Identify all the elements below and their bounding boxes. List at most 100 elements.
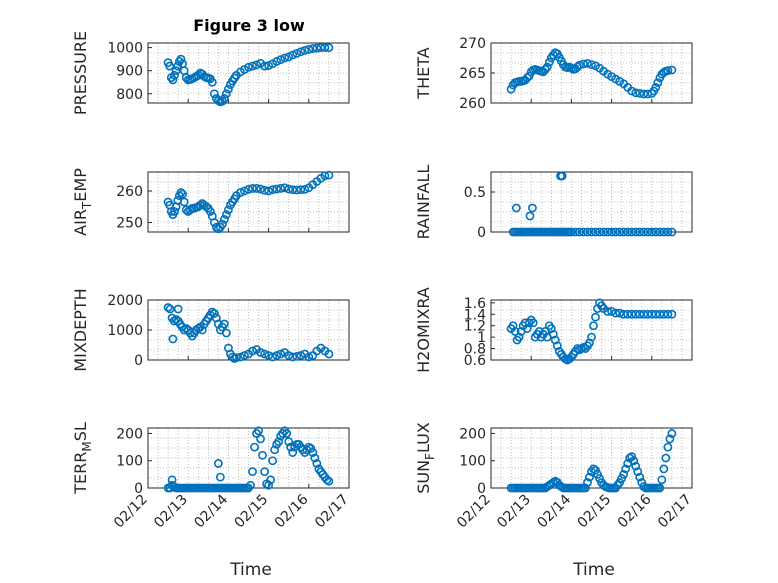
- data-point: [207, 307, 217, 317]
- data-point: [163, 303, 173, 312]
- y-tick-label: 260: [116, 184, 143, 200]
- data-point: [248, 467, 257, 477]
- x-tick-label: 02/17: [655, 492, 695, 532]
- y-tick-label: 800: [116, 87, 143, 103]
- data-point: [607, 307, 616, 316]
- y-axis-label-air-temp: AIRTEMP: [71, 168, 94, 236]
- data-point: [635, 309, 645, 319]
- data-point: [264, 186, 273, 196]
- data-point: [258, 450, 267, 460]
- data-point: [639, 227, 649, 237]
- data-point: [579, 227, 588, 237]
- x-tick-label: 02/13: [494, 492, 534, 532]
- data-point: [292, 351, 302, 361]
- y-label-main: SUN: [414, 460, 433, 494]
- data-point: [181, 205, 191, 215]
- data-point: [288, 50, 298, 60]
- data-point: [663, 227, 673, 237]
- data-point: [284, 184, 294, 194]
- data-point: [170, 207, 179, 216]
- data-point: [300, 184, 310, 194]
- points-pressure: [163, 43, 334, 107]
- data-point: [663, 66, 673, 75]
- x-axis-label-right: Time: [572, 560, 615, 580]
- data-point: [280, 53, 290, 63]
- data-point: [320, 171, 330, 181]
- data-point: [171, 66, 181, 76]
- data-point: [167, 475, 177, 485]
- data-point: [324, 170, 334, 180]
- data-point: [591, 312, 600, 322]
- data-point: [595, 227, 604, 237]
- data-point: [260, 349, 269, 359]
- data-point: [308, 448, 318, 457]
- data-point: [260, 61, 269, 71]
- y-tick-label: 1000: [107, 323, 143, 339]
- data-point: [296, 351, 306, 360]
- data-point: [308, 44, 318, 53]
- data-point: [219, 93, 229, 103]
- data-point: [165, 61, 175, 71]
- data-point: [254, 426, 263, 436]
- data-point: [248, 61, 257, 71]
- panel-terr-msl: 0 100 200 02/12 02/13 02/14 02/15 02/16 02/17 TER…: [71, 422, 352, 531]
- data-point: [510, 327, 520, 336]
- data-point: [282, 429, 292, 438]
- data-point: [173, 61, 183, 71]
- data-point: [292, 185, 302, 195]
- y-tick-label: 100: [116, 454, 143, 470]
- data-point: [665, 434, 675, 444]
- points-sun-flux: [506, 429, 677, 493]
- y-label-subscript: T: [80, 201, 94, 210]
- grid-h2omixra: [490, 300, 693, 360]
- y-tick-label: 250: [116, 216, 143, 232]
- data-point: [557, 171, 567, 181]
- y-tick-label: 2000: [107, 293, 143, 309]
- data-point: [522, 73, 532, 83]
- data-point: [176, 188, 186, 197]
- data-point: [316, 43, 326, 53]
- data-point: [581, 483, 590, 493]
- data-point: [240, 186, 249, 196]
- data-point: [522, 324, 532, 333]
- x-tick-label: 02/16: [615, 491, 655, 531]
- data-point: [256, 434, 265, 444]
- panel-sun-flux: 0 100 200 02/12 02/13 02/14 02/15 02/16 02/17 SUN…: [414, 422, 695, 531]
- data-point: [221, 89, 231, 99]
- data-point: [250, 442, 259, 452]
- y-tick-label: 0: [477, 481, 486, 497]
- data-point: [544, 57, 554, 67]
- data-point: [173, 316, 183, 326]
- data-point: [240, 351, 249, 360]
- data-point: [223, 84, 233, 94]
- data-point: [599, 227, 608, 237]
- data-point: [276, 184, 286, 193]
- y-tick-label: 0.6: [464, 353, 486, 369]
- data-point: [631, 88, 641, 98]
- data-point: [300, 45, 310, 55]
- data-point: [266, 475, 276, 485]
- data-point: [280, 183, 290, 193]
- data-point: [304, 45, 314, 54]
- data-point: [252, 184, 261, 193]
- y-tick-label: 0: [134, 481, 143, 497]
- panel-air-temp: 250 260 AIRTEMP: [71, 168, 350, 236]
- axes-frame-sun-flux: [490, 427, 693, 489]
- points-h2omixra: [506, 298, 677, 365]
- data-point: [170, 70, 179, 80]
- y-label-subscript: F: [423, 453, 437, 460]
- data-point: [312, 43, 322, 53]
- data-point: [236, 188, 245, 197]
- data-point: [217, 219, 227, 229]
- axes-frame-h2omixra: [490, 299, 693, 361]
- data-point: [284, 437, 294, 447]
- data-point: [575, 227, 584, 237]
- y-tick-label: 0.8: [464, 342, 486, 358]
- data-point: [272, 351, 282, 360]
- data-point: [583, 478, 592, 487]
- data-point: [288, 185, 298, 195]
- data-point: [256, 184, 265, 194]
- data-point: [324, 476, 334, 486]
- panel-theta: 260 265 270 THETA: [414, 36, 693, 112]
- y-tick-label: 0: [134, 353, 143, 369]
